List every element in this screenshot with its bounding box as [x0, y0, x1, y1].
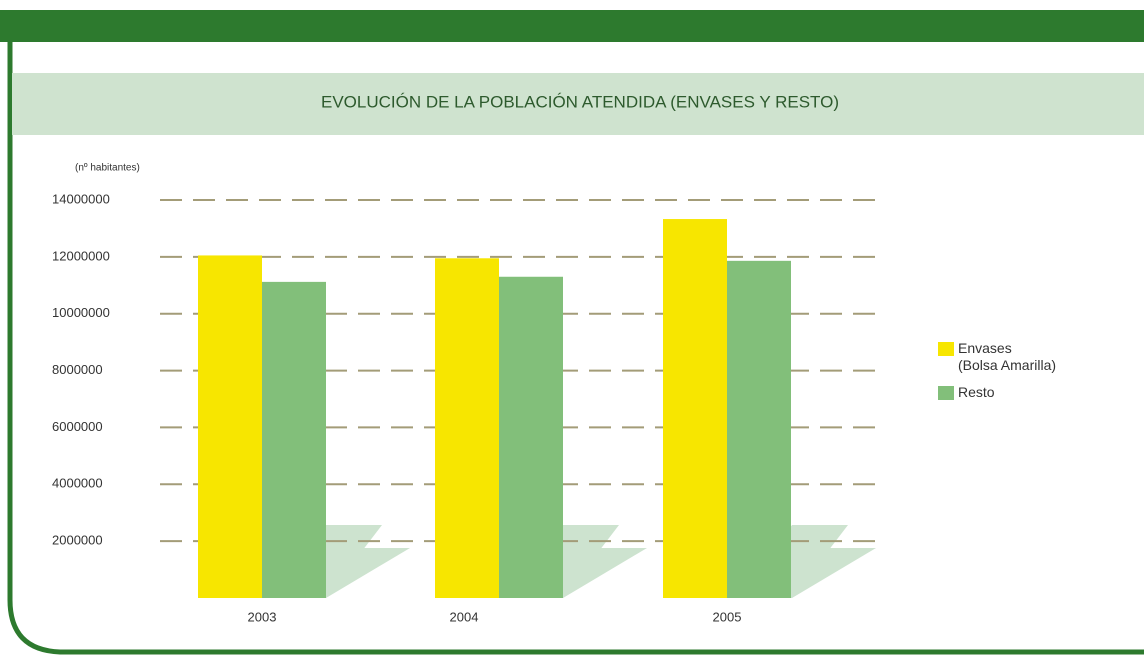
y-tick-label: 12000000 [52, 248, 110, 263]
title-band [12, 73, 1144, 135]
y-axis-label: (nº habitantes) [75, 163, 140, 174]
legend-label: Resto [958, 384, 995, 400]
y-tick-label: 6000000 [52, 419, 103, 434]
y-tick-label: 10000000 [52, 305, 110, 320]
legend-swatch [938, 386, 954, 400]
panel-border [7, 42, 1144, 655]
x-tick-label: 2004 [450, 609, 479, 624]
legend-label: Envases (Bolsa Amarilla) [958, 340, 1057, 373]
bar [262, 281, 326, 598]
bar [499, 276, 563, 598]
bar [198, 255, 262, 598]
y-tick-label: 4000000 [52, 476, 103, 491]
legend-swatch [938, 342, 954, 356]
legend: Envases (Bolsa Amarilla) Resto [938, 340, 1056, 411]
bar [727, 260, 791, 598]
x-tick-label: 2003 [248, 609, 277, 624]
legend-item: Envases (Bolsa Amarilla) [938, 340, 1056, 374]
bar [435, 258, 499, 598]
top-band [0, 10, 1144, 42]
chart-title: EVOLUCIÓN DE LA POBLACIÓN ATENDIDA (ENVA… [321, 92, 839, 111]
y-tick-label: 8000000 [52, 362, 103, 377]
x-tick-label: 2005 [713, 609, 742, 624]
y-tick-label: 2000000 [52, 533, 103, 548]
bar [663, 219, 727, 598]
legend-item: Resto [938, 384, 1056, 401]
y-tick-label: 14000000 [52, 191, 110, 206]
